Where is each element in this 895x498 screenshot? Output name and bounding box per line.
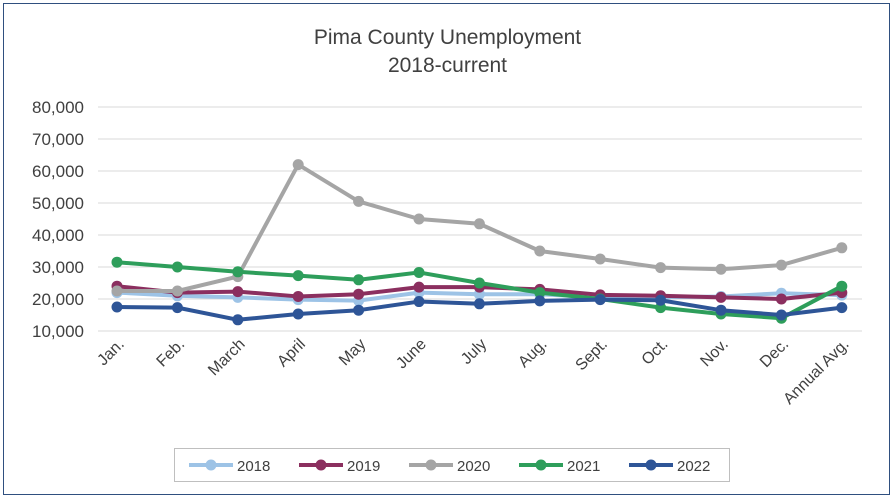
data-point-2022 [111, 301, 123, 313]
data-point-2022 [232, 314, 244, 326]
data-point-2020 [353, 195, 365, 207]
data-point-2020 [594, 253, 606, 265]
x-tick-label: July [458, 336, 490, 368]
y-tick-label: 30,000 [32, 258, 84, 277]
data-point-2020 [836, 242, 848, 254]
x-tick-label: Annual Avg. [780, 336, 852, 408]
y-tick-label: 50,000 [32, 194, 84, 213]
data-point-2021 [413, 266, 425, 278]
data-point-2022 [413, 296, 425, 308]
data-point-2020 [715, 263, 727, 275]
data-point-2020 [775, 259, 787, 271]
y-tick-label: 80,000 [32, 98, 84, 117]
legend-marker-2021 [535, 459, 547, 471]
x-tick-label: Oct. [639, 336, 672, 369]
chart-frame [3, 3, 890, 495]
x-tick-label: Aug. [515, 336, 550, 371]
data-point-2021 [111, 256, 123, 268]
chart-subtitle: 2018-current [387, 54, 508, 77]
data-point-2020 [171, 285, 183, 297]
data-point-2020 [473, 218, 485, 230]
y-tick-label: 70,000 [32, 130, 84, 149]
legend-label-2020: 2020 [457, 458, 490, 475]
legend-marker-2019 [315, 459, 327, 471]
data-point-2021 [171, 261, 183, 273]
x-tick-label: March [205, 336, 248, 379]
data-point-2022 [715, 304, 727, 316]
data-point-2020 [534, 245, 546, 257]
y-tick-label: 40,000 [32, 226, 84, 245]
data-point-2019 [715, 291, 727, 303]
x-tick-label: Nov. [697, 336, 731, 370]
data-point-2022 [292, 308, 304, 320]
data-point-2020 [413, 213, 425, 225]
x-tick-label: April [274, 336, 309, 371]
data-point-2020 [292, 159, 304, 171]
data-point-2021 [534, 287, 546, 299]
legend-label-2019: 2019 [347, 458, 380, 475]
data-point-2019 [292, 290, 304, 302]
y-tick-label: 10,000 [32, 322, 84, 341]
data-point-2019 [232, 286, 244, 298]
chart-title: Pima County Unemployment [313, 26, 582, 49]
x-tick-label: June [393, 336, 430, 373]
data-point-2022 [353, 304, 365, 316]
legend-marker-2022 [645, 459, 657, 471]
data-point-2022 [836, 302, 848, 314]
legend-marker-2020 [425, 459, 437, 471]
data-point-2022 [171, 302, 183, 314]
data-point-2021 [292, 270, 304, 282]
legend-label-2022: 2022 [677, 458, 710, 475]
data-point-2020 [655, 262, 667, 274]
data-point-2020 [111, 285, 123, 297]
x-tick-label: Dec. [757, 336, 792, 371]
legend-label-2021: 2021 [567, 458, 600, 475]
data-point-2022 [594, 294, 606, 306]
data-point-2022 [473, 298, 485, 310]
data-point-2021 [836, 280, 848, 292]
data-point-2021 [353, 274, 365, 286]
x-tick-label: Sept. [573, 336, 611, 374]
data-point-2021 [473, 277, 485, 289]
legend-label-2018: 2018 [237, 458, 270, 475]
legend-marker-2018 [205, 459, 217, 471]
y-tick-label: 20,000 [32, 290, 84, 309]
y-tick-label: 60,000 [32, 162, 84, 181]
data-point-2021 [232, 266, 244, 278]
data-point-2019 [775, 293, 787, 305]
data-point-2022 [534, 295, 546, 307]
data-point-2022 [775, 309, 787, 321]
data-point-2019 [413, 281, 425, 293]
data-point-2019 [353, 288, 365, 300]
x-tick-label: Jan. [94, 336, 127, 369]
x-tick-label: Feb. [154, 336, 189, 371]
x-tick-label: May [336, 336, 369, 369]
data-point-2022 [655, 294, 667, 306]
